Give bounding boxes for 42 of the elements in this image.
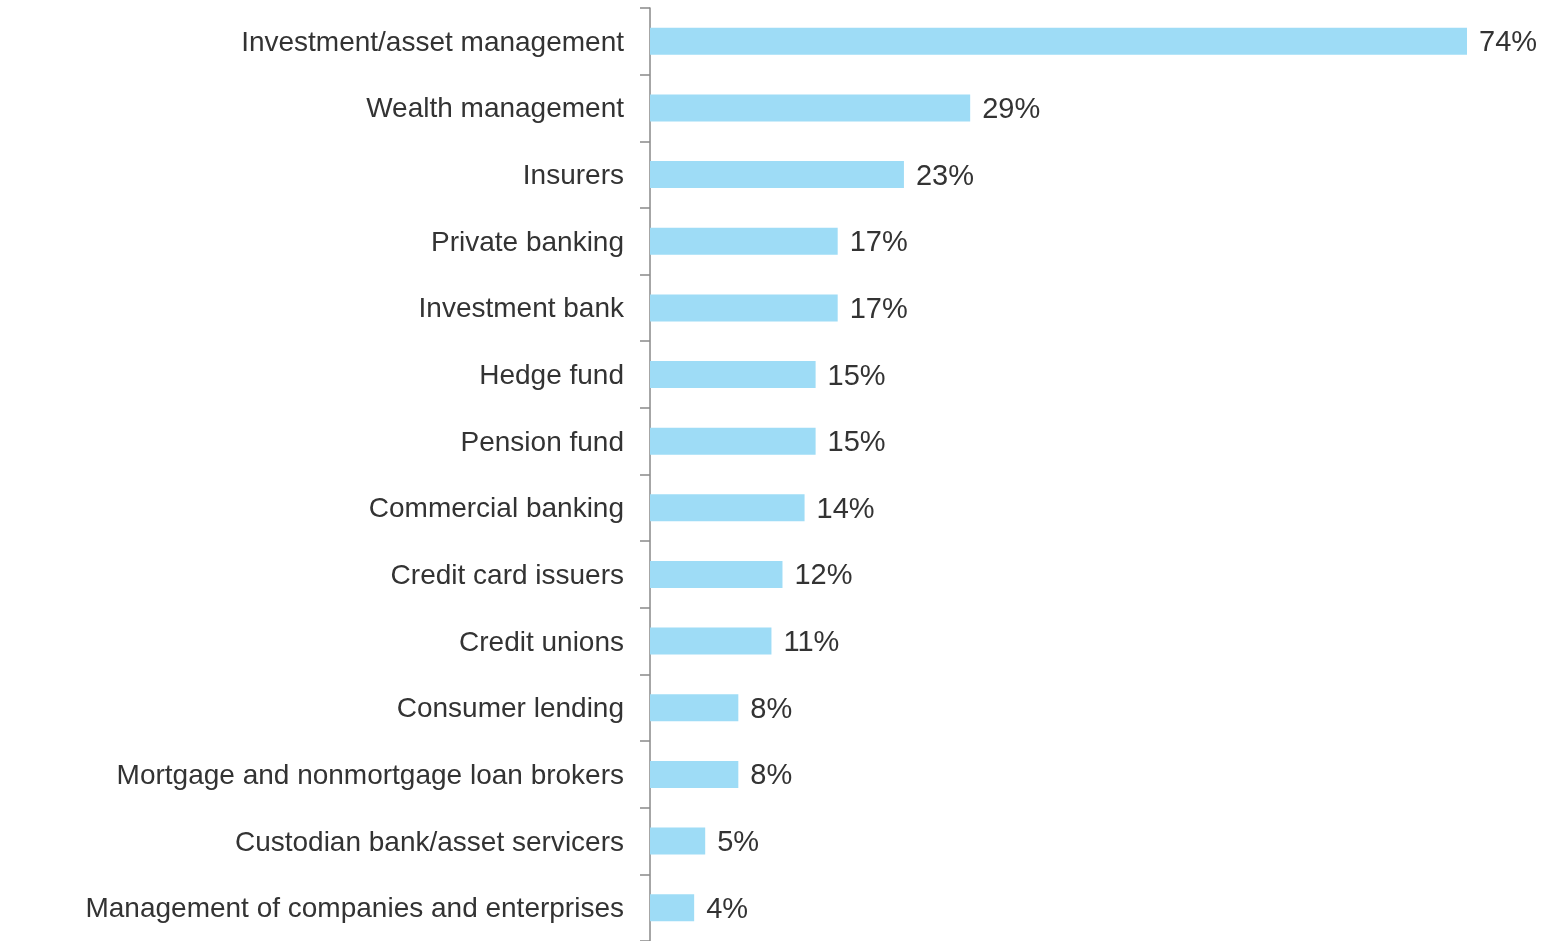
bar [650,161,904,189]
y-tick-label: Management of companies and enterprises [85,892,624,924]
y-tick-label: Custodian bank/asset servicers [234,825,624,857]
y-tick-label: Investment bank [418,292,625,324]
data-label: 15% [827,425,886,458]
data-label: 17% [849,291,908,324]
y-tick-label: Wealth management [366,92,625,124]
bar [650,494,805,522]
data-label: 23% [915,158,974,191]
data-label: 15% [827,358,886,391]
bar [650,894,695,922]
data-label: 11% [783,625,840,658]
y-tick-label: Pension fund [460,425,624,457]
data-label: 8% [750,691,793,724]
data-label: 29% [982,91,1041,124]
bar [650,294,838,322]
bar [650,227,838,255]
y-tick-label: Consumer lending [396,692,624,724]
y-tick-label: Mortgage and nonmortgage loan brokers [116,758,624,790]
bar [650,560,783,588]
bar [650,361,816,389]
y-tick-label: Credit card issuers [390,558,624,590]
bar [650,94,971,122]
bar [650,827,706,855]
y-tick-label: Investment/asset management [241,25,625,57]
y-tick-label: Hedge fund [479,359,624,391]
data-label: 8% [750,758,793,791]
data-label: 14% [816,491,875,524]
y-tick-label: Private banking [430,225,624,257]
data-label: 17% [849,225,908,258]
data-label: 4% [706,891,749,924]
data-label: 74% [1479,25,1538,58]
bar [650,627,772,655]
bar [650,694,739,722]
y-tick-label: Insurers [522,159,624,191]
bar [650,27,1467,55]
data-label: 12% [794,558,853,591]
data-label: 5% [717,825,760,858]
y-tick-label: Commercial banking [368,492,624,524]
bar [650,760,739,788]
y-tick-label: Credit unions [459,625,624,657]
bar [650,427,816,455]
